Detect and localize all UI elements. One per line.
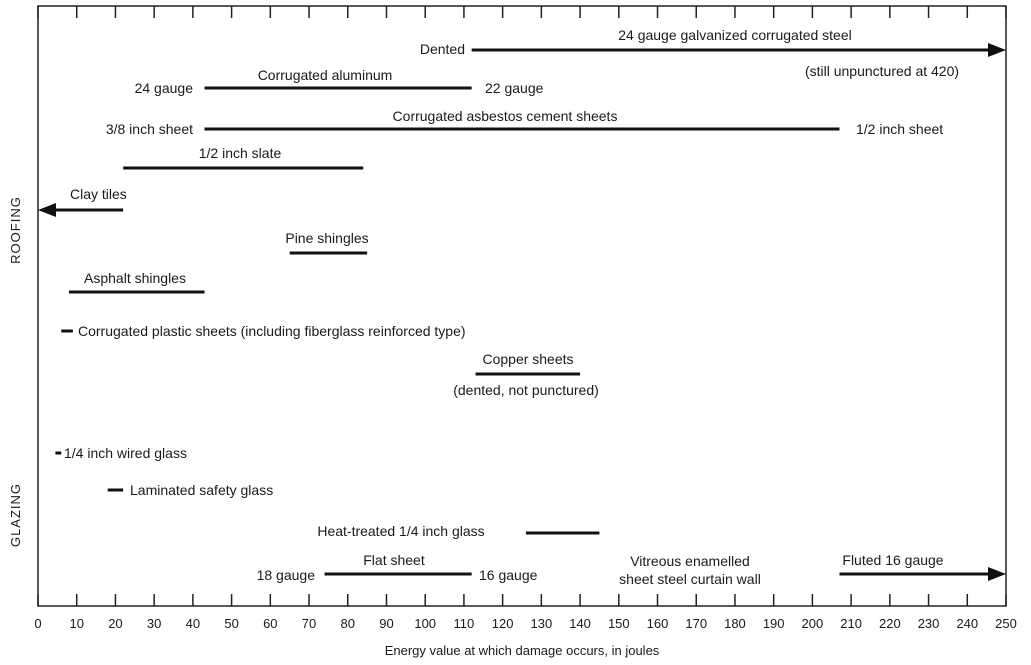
bar-end-label: 22 gauge: [485, 80, 544, 96]
tick-label: 100: [414, 616, 436, 631]
bar-end-label: 16 gauge: [479, 567, 538, 583]
arrow-head: [988, 43, 1006, 57]
tick-labels: 0 10 20 30 40 50 60 70 80 90 100 110 120 130 140 150 160…: [34, 616, 1016, 631]
tick-label: 220: [879, 616, 901, 631]
bar-start-label: 24 gauge: [135, 80, 194, 96]
tick-label: 20: [108, 616, 122, 631]
tick-label: 0: [34, 616, 41, 631]
tick-label: 90: [379, 616, 393, 631]
x-axis-label: Energy value at which damage occurs, in …: [385, 643, 660, 658]
bars: [38, 43, 1006, 581]
tick-label: 130: [531, 616, 553, 631]
tick-label: 70: [302, 616, 316, 631]
tick-label: 30: [147, 616, 161, 631]
tick-label: 170: [685, 616, 707, 631]
tick-label: 120: [492, 616, 514, 631]
bar-label: Heat-treated 1/4 inch glass: [317, 523, 484, 539]
tick-label: 180: [724, 616, 746, 631]
tick-label: 190: [763, 616, 785, 631]
tick-label: 60: [263, 616, 277, 631]
bar-label: Corrugated asbestos cement sheets: [393, 108, 618, 124]
bar-label: Pine shingles: [285, 230, 368, 246]
tick-label: 40: [186, 616, 200, 631]
bar-start-label: Dented: [420, 41, 465, 57]
tick-label: 200: [802, 616, 824, 631]
arrow-head: [38, 203, 56, 217]
bar-label-line2: sheet steel curtain wall: [619, 571, 761, 587]
bar-label: 1/2 inch slate: [199, 145, 282, 161]
tick-label: 140: [569, 616, 591, 631]
bar-label: Corrugated plastic sheets (including fib…: [78, 323, 466, 339]
tick-marks: [37, 6, 1007, 606]
group-labels: ROOFING GLAZING: [8, 196, 23, 547]
tick-label: 50: [224, 616, 238, 631]
bar-start-label: 3/8 inch sheet: [106, 121, 193, 137]
bar-label: Copper sheets: [482, 351, 573, 367]
tick-label: 240: [956, 616, 978, 631]
bar-label: 24 gauge galvanized corrugated steel: [618, 27, 852, 43]
bar-label: 1/4 inch wired glass: [64, 445, 187, 461]
tick-label: 150: [608, 616, 630, 631]
tick-label: 210: [840, 616, 862, 631]
tick-label: 110: [454, 616, 475, 631]
tick-label: 10: [69, 616, 83, 631]
bar-start-label: 18 gauge: [257, 567, 316, 583]
group-label-glazing: GLAZING: [8, 483, 23, 547]
bar-labels: 24 gauge galvanized corrugated steel Dent…: [64, 27, 959, 587]
bar-label: Flat sheet: [363, 552, 425, 568]
arrow-head: [988, 567, 1006, 581]
bar-label: Clay tiles: [70, 186, 127, 202]
bar-label: Corrugated aluminum: [258, 67, 393, 83]
bar-label: Fluted 16 gauge: [842, 552, 943, 568]
tick-label: 250: [995, 616, 1017, 631]
bar-label: Asphalt shingles: [84, 270, 186, 286]
tick-label: 80: [341, 616, 355, 631]
bar-end-label: 1/2 inch sheet: [856, 121, 943, 137]
group-label-roofing: ROOFING: [8, 196, 23, 264]
bar-label: Laminated safety glass: [130, 482, 273, 498]
bar-note: (dented, not punctured): [453, 382, 599, 398]
tick-label: 230: [918, 616, 940, 631]
tick-label: 160: [647, 616, 669, 631]
bar-note: (still unpunctured at 420): [805, 63, 959, 79]
bar-label: Vitreous enamelled: [630, 553, 750, 569]
plot-frame: [37, 5, 1007, 607]
